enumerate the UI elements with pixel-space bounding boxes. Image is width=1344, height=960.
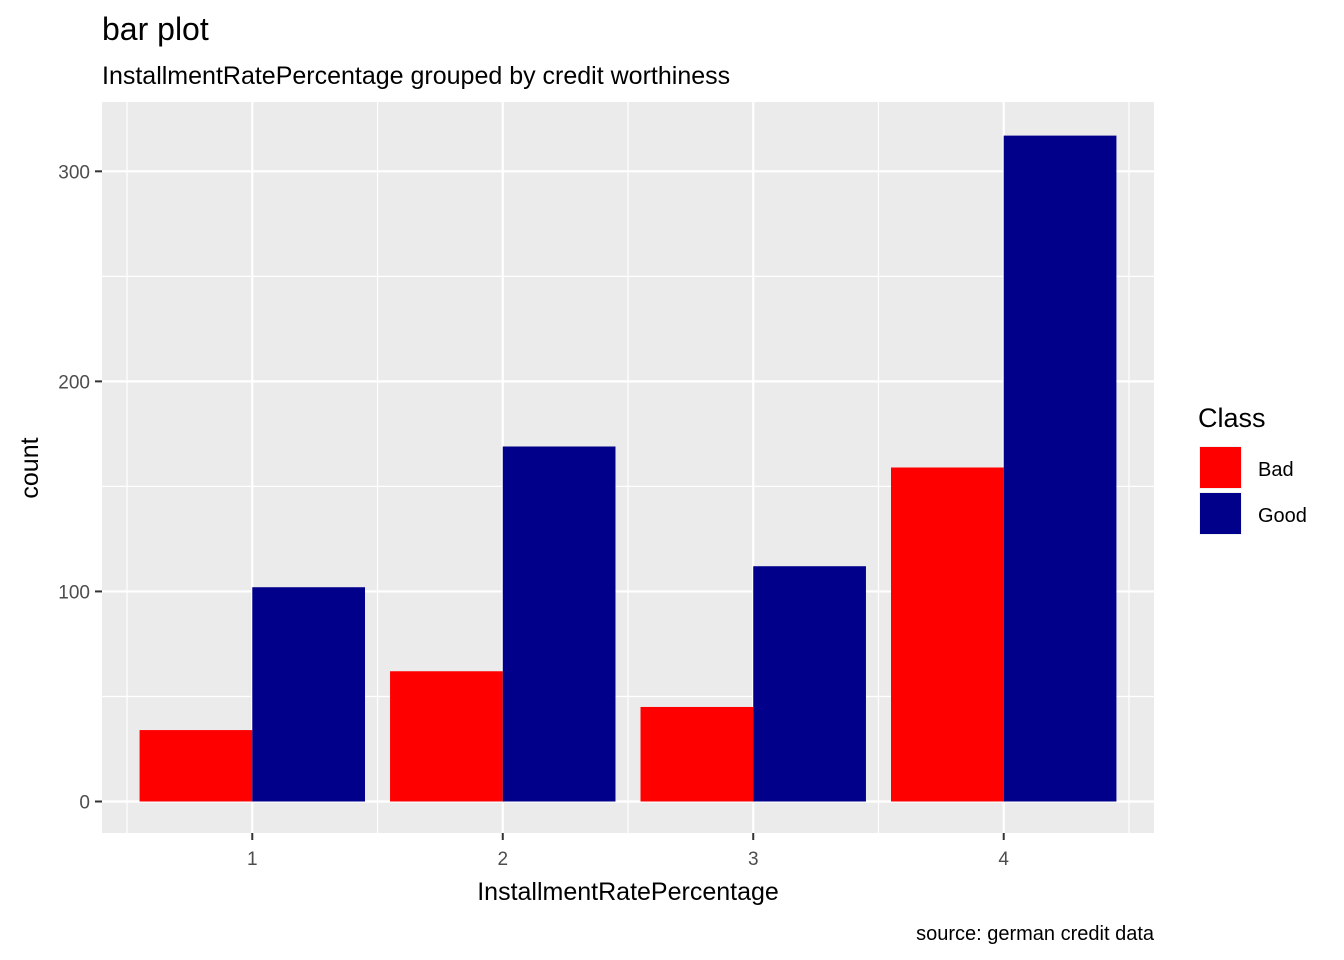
legend-title: Class: [1198, 403, 1266, 433]
y-tick-label: 300: [58, 162, 90, 183]
bar-good-3: [753, 566, 866, 802]
bar-bad-3: [640, 706, 754, 802]
chart-title: bar plot: [102, 11, 209, 47]
legend-swatch-good: [1200, 493, 1241, 534]
y-tick-label: 100: [58, 582, 90, 603]
x-tick-label: 3: [748, 849, 759, 870]
x-axis-title: InstallmentRatePercentage: [477, 878, 779, 906]
bars: [139, 135, 1117, 802]
x-axis: 1 2 3 4: [247, 833, 1009, 870]
bar-good-2: [502, 446, 616, 802]
bar-bad-4: [891, 467, 1004, 802]
chart-caption: source: german credit data: [916, 923, 1155, 945]
legend-label-bad: Bad: [1258, 459, 1294, 481]
legend: Class Bad Good: [1198, 403, 1307, 535]
y-tick-label: 0: [79, 792, 90, 813]
y-axis: 0 100 200 300: [58, 162, 102, 813]
bar-bad-1: [139, 730, 253, 802]
x-tick-label: 2: [497, 849, 508, 870]
bar-good-1: [252, 587, 365, 802]
x-tick-label: 1: [247, 849, 258, 870]
chart-subtitle: InstallmentRatePercentage grouped by cre…: [102, 62, 730, 90]
legend-swatch-bad: [1200, 447, 1241, 488]
bar-good-4: [1003, 135, 1117, 802]
bar-bad-2: [390, 671, 503, 802]
y-tick-label: 200: [58, 372, 90, 393]
y-axis-title: count: [16, 437, 44, 498]
x-tick-label: 4: [998, 849, 1009, 870]
legend-label-good: Good: [1258, 505, 1307, 527]
